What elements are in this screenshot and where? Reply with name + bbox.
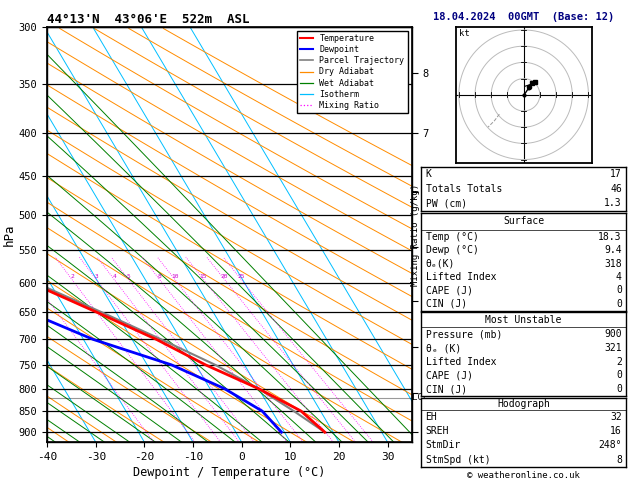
Text: θₑ(K): θₑ(K) <box>426 259 455 269</box>
Text: CAPE (J): CAPE (J) <box>426 285 472 295</box>
Text: 0: 0 <box>616 370 621 381</box>
Text: 248°: 248° <box>598 440 621 451</box>
Text: 2: 2 <box>616 357 621 366</box>
Text: θₑ (K): θₑ (K) <box>426 343 461 353</box>
Text: Lifted Index: Lifted Index <box>426 272 496 282</box>
Text: Mixing Ratio (g/kg): Mixing Ratio (g/kg) <box>411 183 420 286</box>
Text: StmSpd (kt): StmSpd (kt) <box>426 454 490 465</box>
Text: 46: 46 <box>610 184 621 193</box>
Text: SREH: SREH <box>426 426 449 436</box>
Text: CAPE (J): CAPE (J) <box>426 370 472 381</box>
Text: 17: 17 <box>610 169 621 179</box>
Text: EH: EH <box>426 412 437 422</box>
Text: 900: 900 <box>604 330 621 339</box>
Text: 321: 321 <box>604 343 621 353</box>
Text: 8: 8 <box>616 454 621 465</box>
Text: 0: 0 <box>616 384 621 394</box>
Text: kt: kt <box>459 30 470 38</box>
Text: CIN (J): CIN (J) <box>426 299 467 309</box>
Text: LCL: LCL <box>412 393 428 402</box>
Y-axis label: hPa: hPa <box>3 223 16 246</box>
Text: 20: 20 <box>221 275 228 279</box>
Text: PW (cm): PW (cm) <box>426 198 467 208</box>
Text: 0: 0 <box>616 285 621 295</box>
Text: 4: 4 <box>616 272 621 282</box>
Text: Hodograph: Hodograph <box>497 399 550 409</box>
Text: 5: 5 <box>126 275 130 279</box>
Text: K: K <box>426 169 431 179</box>
Text: 25: 25 <box>237 275 245 279</box>
Text: 2: 2 <box>70 275 74 279</box>
Text: Most Unstable: Most Unstable <box>486 315 562 325</box>
Text: Totals Totals: Totals Totals <box>426 184 502 193</box>
Text: Temp (°C): Temp (°C) <box>426 232 479 242</box>
Text: 318: 318 <box>604 259 621 269</box>
Text: Lifted Index: Lifted Index <box>426 357 496 366</box>
Text: 16: 16 <box>610 426 621 436</box>
Text: 4: 4 <box>113 275 116 279</box>
Text: 0: 0 <box>616 299 621 309</box>
Legend: Temperature, Dewpoint, Parcel Trajectory, Dry Adiabat, Wet Adiabat, Isotherm, Mi: Temperature, Dewpoint, Parcel Trajectory… <box>297 31 408 113</box>
Text: 18.04.2024  00GMT  (Base: 12): 18.04.2024 00GMT (Base: 12) <box>433 12 615 22</box>
Text: Pressure (mb): Pressure (mb) <box>426 330 502 339</box>
Text: 44°13'N  43°06'E  522m  ASL: 44°13'N 43°06'E 522m ASL <box>47 13 250 26</box>
Text: CIN (J): CIN (J) <box>426 384 467 394</box>
Text: StmDir: StmDir <box>426 440 461 451</box>
Text: 9.4: 9.4 <box>604 245 621 255</box>
Text: 32: 32 <box>610 412 621 422</box>
Text: © weatheronline.co.uk: © weatheronline.co.uk <box>467 471 580 480</box>
Text: 3: 3 <box>94 275 98 279</box>
Text: 10: 10 <box>171 275 179 279</box>
X-axis label: Dewpoint / Temperature (°C): Dewpoint / Temperature (°C) <box>133 466 326 479</box>
Text: 8: 8 <box>158 275 162 279</box>
Text: 1.3: 1.3 <box>604 198 621 208</box>
Y-axis label: km
ASL: km ASL <box>444 224 463 245</box>
Text: Dewp (°C): Dewp (°C) <box>426 245 479 255</box>
Text: 18.3: 18.3 <box>598 232 621 242</box>
Text: 15: 15 <box>200 275 208 279</box>
Text: Surface: Surface <box>503 216 544 226</box>
